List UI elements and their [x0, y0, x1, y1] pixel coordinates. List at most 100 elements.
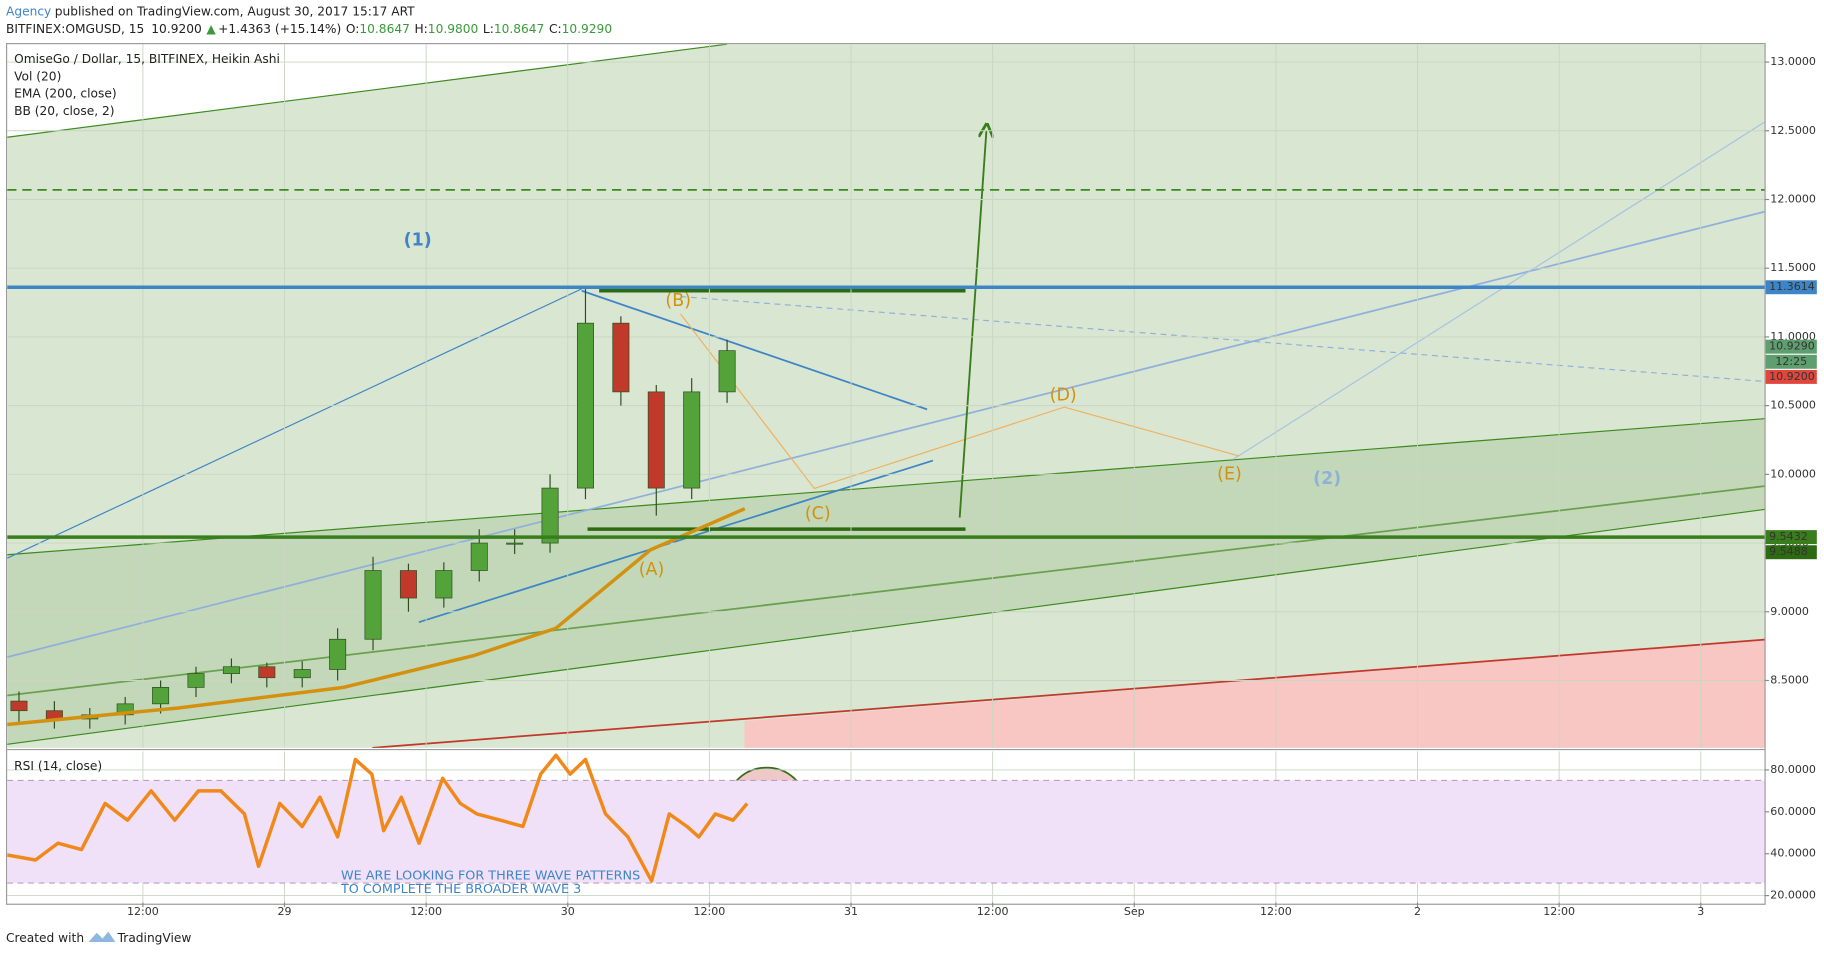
y-tick-label: 11.5000 — [1770, 261, 1816, 274]
change: +1.4363 (+15.14%) — [218, 22, 341, 36]
note: WE ARE LOOKING FOR THREE WAVE PATTERNS — [341, 868, 640, 883]
y-tick-label: 12.5000 — [1770, 124, 1816, 137]
x-tick-label: 12:00 — [127, 905, 159, 918]
x-tick-label: 2 — [1414, 905, 1421, 918]
trend-line — [7, 285, 588, 559]
ohlc-value: 10.8647 — [359, 22, 409, 36]
x-tick-label: 12:00 — [1543, 905, 1575, 918]
footer-brand[interactable]: TradingView — [117, 931, 192, 945]
candle-body — [152, 687, 170, 705]
y-tick-label: 8.5000 — [1770, 673, 1809, 686]
symbol: BITFINEX:OMGUSD, 15 — [6, 22, 144, 36]
price-tag-label: 10.9200 — [1769, 370, 1815, 383]
y-tick-label: 80.0000 — [1770, 763, 1816, 776]
arrow — [958, 130, 987, 518]
wave-label: (2) — [1313, 469, 1341, 489]
trend-line — [418, 459, 934, 624]
indicator-label: BB (20, close, 2) — [14, 104, 114, 118]
indicator-label: Vol (20) — [14, 69, 61, 83]
up-icon: ▲ — [206, 22, 216, 36]
red-channel-line — [372, 638, 1765, 748]
price-tag — [1765, 530, 1817, 545]
ema-line — [7, 507, 746, 727]
header-line-1: Agency published on TradingView.com, Augu… — [6, 4, 415, 18]
rsi-band — [7, 780, 1765, 884]
ohlc-label: L: — [483, 22, 494, 36]
price-tag — [1765, 369, 1817, 384]
footer-created: Created with — [6, 931, 84, 945]
ohlc-label: O: — [346, 22, 360, 36]
channel-line — [7, 485, 1765, 697]
x-tick-label: 3 — [1697, 905, 1704, 918]
x-tick-label: Sep — [1124, 905, 1145, 918]
price-tag-label: 9.5432 — [1769, 530, 1808, 543]
wave-label: (E) — [1217, 465, 1242, 485]
candle-body — [364, 570, 382, 640]
y-tick-label: 60.0000 — [1770, 805, 1816, 818]
candle-body — [576, 322, 594, 489]
x-tick-label: 12:00 — [410, 905, 442, 918]
candle-body — [329, 638, 347, 670]
x-tick-label: 12:00 — [1260, 905, 1292, 918]
candle-body — [222, 666, 240, 674]
wave-label: (C) — [805, 504, 831, 524]
wave-label: (B) — [665, 291, 691, 311]
wave-label: (1) — [404, 231, 432, 251]
trend-line — [1232, 121, 1765, 460]
candle-body — [399, 570, 417, 599]
trend-line — [7, 44, 728, 138]
published: published on TradingView.com, August 30,… — [55, 4, 415, 18]
x-tick-label: 30 — [561, 905, 575, 918]
logo — [88, 931, 116, 943]
candle-body — [116, 703, 134, 716]
chart-title: OmiseGo / Dollar, 15, BITFINEX, Heikin A… — [14, 52, 280, 66]
candle-body — [293, 669, 311, 679]
wave-label: (A) — [639, 560, 665, 580]
candle-body — [435, 570, 453, 599]
price-tag — [1765, 339, 1817, 354]
ohlc-value: 10.9290 — [562, 22, 612, 36]
candle-body — [683, 391, 701, 489]
x-tick-label: 12:00 — [693, 905, 725, 918]
ohlc-value: 10.8647 — [494, 22, 544, 36]
candle-body — [647, 391, 665, 489]
price-tag-label: 9.5488 — [1769, 545, 1808, 558]
y-tick-label: 20.0000 — [1770, 889, 1816, 902]
wave-lines — [680, 313, 1239, 490]
rsi-line — [7, 753, 749, 883]
rsi-pane — [7, 751, 1765, 903]
candle-body — [506, 542, 524, 545]
y-tick-label: 10.0000 — [1770, 467, 1816, 480]
candle-body — [187, 673, 205, 688]
ohlc-label: H: — [415, 22, 428, 36]
countdown-tag — [1765, 354, 1817, 369]
indicator-label: EMA (200, close) — [14, 87, 116, 101]
trend-line — [581, 289, 928, 411]
price-tag — [1765, 545, 1817, 560]
y-tick-label: 11.0000 — [1770, 330, 1816, 343]
red-zone — [744, 639, 1765, 748]
y-tick-label: 12.0000 — [1770, 192, 1816, 205]
candle-body — [541, 487, 559, 544]
axes: 8.50009.00009.500010.000010.500011.00001… — [127, 55, 1817, 918]
channel-line — [7, 418, 1765, 556]
header-line-2: BITFINEX:OMGUSD, 15 10.9200 ▲ +1.4363 (+15.… — [6, 22, 612, 36]
note: TO COMPLETE THE BROADER WAVE 3 — [340, 882, 581, 897]
ohlc-value: 10.9800 — [428, 22, 478, 36]
price-tag-label: 10.9290 — [1769, 340, 1815, 353]
price-drawings — [7, 44, 1765, 748]
price-pane — [7, 44, 1765, 748]
author[interactable]: Agency — [6, 4, 51, 18]
rsi-title: RSI (14, close) — [14, 759, 102, 773]
y-tick-label: 13.0000 — [1770, 55, 1816, 68]
channel-line — [7, 508, 1765, 745]
candle-body — [470, 542, 488, 571]
candle-body — [258, 666, 276, 679]
candle-body — [718, 350, 736, 393]
candle-body — [612, 322, 630, 393]
trend-line — [680, 295, 1765, 383]
y-tick-label: 10.5000 — [1770, 399, 1816, 412]
ohlc-label: C: — [549, 22, 562, 36]
price-tag — [1765, 280, 1817, 295]
